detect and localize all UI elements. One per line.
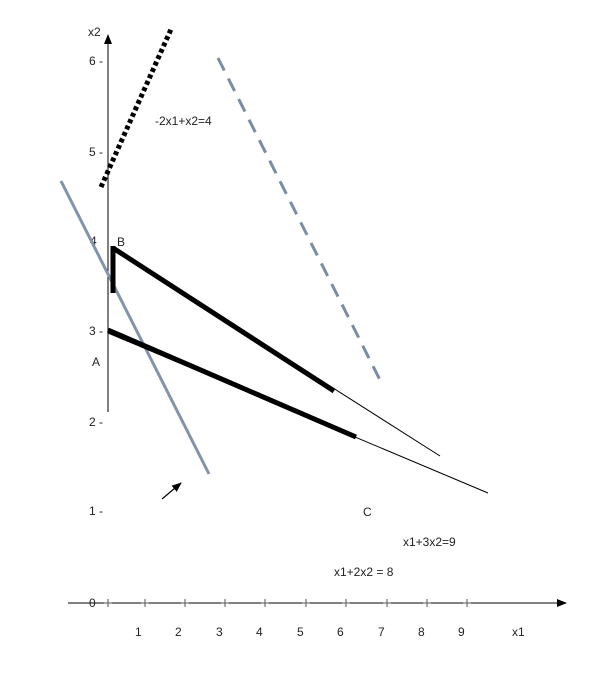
feasible-edge-lower (107, 327, 357, 440)
objective-line-dashed (216, 57, 384, 385)
y-axis-label: x2 (88, 25, 101, 39)
pointer-arrow (161, 482, 182, 500)
y-tick-label: 0 (89, 596, 96, 610)
equation-label-eq1: -2x1+x2=4 (155, 114, 212, 128)
equation-label-eq3: x1+2x2 = 8 (334, 565, 394, 579)
x-tick-label: 6 (337, 625, 344, 639)
x-tick-label: 8 (418, 625, 425, 639)
y-tick-label: 4 (90, 234, 97, 248)
equation-label-eq2: x1+3x2=9 (403, 535, 456, 549)
y-tick-label: 1 - (89, 504, 103, 518)
point-label-c: C (363, 505, 372, 519)
y-tick-label: 6 - (89, 54, 103, 68)
constraint-line-dotted (98, 25, 175, 189)
x-tick-label: 5 (297, 625, 304, 639)
x-tick-label: 9 (458, 625, 465, 639)
constraint-line-slate (59, 180, 211, 475)
x-tick-label: 7 (378, 625, 385, 639)
x-tick-label: 4 (256, 625, 263, 639)
x-axis-label: x1 (512, 625, 525, 639)
x-tick-label: 3 (216, 625, 223, 639)
y-tick-label: 3 - (89, 324, 103, 338)
x-tick-label: 2 (175, 625, 182, 639)
y-tick-label: 5 - (89, 145, 103, 159)
feasible-edge-upper (111, 245, 336, 394)
x-axis-tick-marks (104, 599, 471, 607)
y-tick-label: 2 - (89, 415, 103, 429)
point-label-a: A (92, 355, 100, 369)
point-label-b: B (117, 235, 125, 249)
x-tick-label: 1 (135, 625, 142, 639)
